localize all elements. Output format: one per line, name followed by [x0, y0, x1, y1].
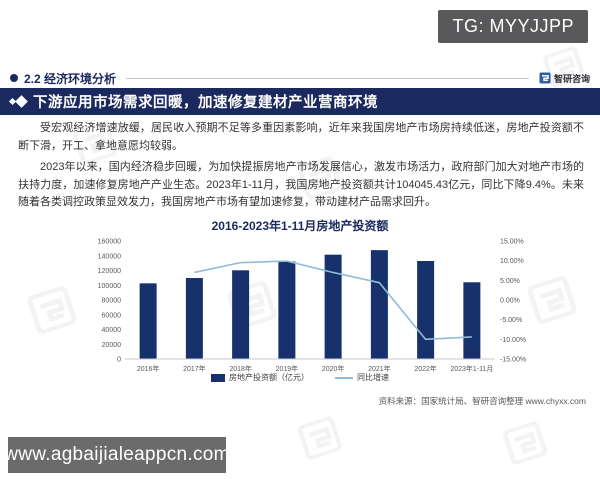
paragraph-2: 2023年以来，国内经济稳步回暖，为加快提振房地产市场发展信心，激发市场活力，政…: [18, 161, 584, 209]
logo-watermark: [525, 274, 579, 326]
svg-text:5.00%: 5.00%: [500, 278, 520, 285]
svg-text:2021年: 2021年: [368, 364, 391, 373]
chart-plot-area: 0 20000 40000 60000 80000 100000 120000 140000 1…: [98, 239, 526, 374]
chart-legend: 房地产投资额（亿元） 同比增速: [0, 372, 600, 383]
header-divider: [126, 77, 529, 79]
svg-text:80000: 80000: [102, 298, 122, 305]
svg-text:0: 0: [117, 357, 121, 364]
banner-title: 下游应用市场需求回暖，加速修复建材产业营商环境: [33, 95, 378, 111]
svg-text:2022年: 2022年: [414, 364, 437, 373]
data-source-note: 资料来源：国家统计局、智研咨询整理 www.chyxx.com: [378, 396, 586, 406]
slide-banner: 下游应用市场需求回暖，加速修复建材产业营商环境: [0, 88, 600, 115]
zhiyan-logo: 智研咨询: [539, 72, 590, 85]
line-swatch-icon: [335, 376, 353, 379]
legend-item-growth: 同比增速: [335, 372, 389, 383]
section-title: 2.2 经济环境分析: [24, 71, 117, 86]
section-bullet-icon: [10, 74, 18, 82]
chart-title: 2016-2023年1-11月房地产投资额: [211, 219, 389, 233]
paragraph-1: 受宏观经济增速放缓，居民收入预期不足等多重因素影响，近年来我国房地产市场房持续低…: [18, 122, 584, 152]
chart: 2016-2023年1-11月房地产投资额 0 20000 40000 60000 80…: [70, 217, 530, 379]
section-header: 2.2 经济环境分析 智研咨询: [10, 70, 590, 86]
svg-text:10.00%: 10.00%: [500, 258, 524, 265]
svg-text:140000: 140000: [98, 253, 121, 260]
bar-swatch-icon: [211, 373, 225, 382]
svg-text:60000: 60000: [102, 312, 122, 319]
zhiyan-logo-text: 智研咨询: [553, 73, 590, 84]
svg-text:40000: 40000: [102, 327, 122, 334]
svg-text:20000: 20000: [102, 342, 122, 349]
svg-text:0.00%: 0.00%: [500, 298, 520, 305]
svg-text:2020年: 2020年: [322, 364, 345, 373]
svg-text:120000: 120000: [98, 268, 121, 275]
svg-text:2023年1-11月: 2023年1-11月: [450, 364, 493, 373]
logo-watermark: [295, 415, 344, 462]
svg-text:2016年: 2016年: [137, 364, 160, 373]
tg-contact-badge: TG: MYYJJPP: [438, 10, 588, 43]
site-watermark: www.agbaijialeappcn.com: [4, 437, 229, 473]
svg-text:2019年: 2019年: [276, 364, 299, 373]
zhiyan-logo-icon: [539, 72, 551, 84]
svg-text:15.00%: 15.00%: [500, 239, 524, 246]
svg-text:2018年: 2018年: [229, 364, 252, 373]
svg-text:-10.00%: -10.00%: [500, 337, 526, 344]
svg-text:100000: 100000: [98, 283, 121, 290]
legend-item-investment: 房地产投资额（亿元）: [211, 372, 309, 383]
logo-watermark: [500, 420, 549, 467]
svg-text:2017年: 2017年: [183, 364, 206, 373]
body-text-block: 受宏观经济增速放缓，居民收入预期不足等多重因素影响，近年来我国房地产市场房持续低…: [18, 120, 584, 216]
svg-text:-5.00%: -5.00%: [500, 317, 522, 324]
diamond-icon: [8, 95, 28, 108]
svg-text:160000: 160000: [98, 239, 121, 246]
svg-text:-15.00%: -15.00%: [500, 357, 526, 364]
